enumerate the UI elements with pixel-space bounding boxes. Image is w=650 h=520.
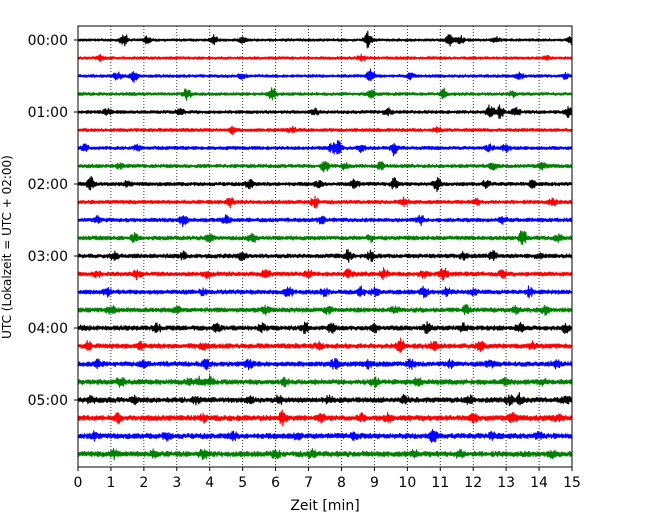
trace-0245	[77, 230, 573, 245]
x-tick-label: 0	[74, 475, 83, 491]
y-axis: 00:00 01:00 02:00 03:00 04:00 05:00	[28, 33, 78, 409]
x-tick-label: 13	[497, 475, 515, 491]
x-tick-label: 12	[464, 475, 482, 491]
x-tick-label: 1	[106, 475, 115, 491]
trace-0445	[77, 375, 573, 389]
trace-0130	[77, 140, 573, 157]
x-tick-label: 4	[205, 475, 214, 491]
trace-0315	[77, 267, 573, 281]
trace-0015	[77, 53, 573, 62]
trace-0330	[77, 285, 573, 299]
y-tick-label: 05:00	[28, 393, 68, 409]
trace-layer	[77, 30, 573, 461]
trace-0430	[77, 357, 573, 371]
y-tick-label: 01:00	[28, 105, 68, 121]
y-axis-title: UTC (Lokalzeit = UTC + 02:00)	[0, 155, 14, 339]
trace-0030	[77, 68, 573, 83]
trace-0045	[77, 87, 573, 101]
x-tick-label: 6	[271, 475, 280, 491]
y-tick-label: 04:00	[28, 321, 68, 337]
x-tick-label: 7	[304, 475, 313, 491]
trace-0115	[77, 125, 573, 136]
trace-0515	[77, 409, 573, 427]
x-axis: 0 1 2 3 4 5 6 7 8 9 10 11 12 13 14 15	[74, 467, 581, 491]
trace-0300	[77, 249, 573, 263]
trace-0530	[77, 428, 573, 444]
x-tick-label: 14	[530, 475, 548, 491]
trace-0415	[77, 337, 573, 354]
trace-0145	[77, 160, 573, 173]
x-tick-label: 11	[431, 475, 449, 491]
x-tick-label: 2	[139, 475, 148, 491]
plot-frame	[77, 25, 573, 468]
x-axis-title: Zeit [min]	[290, 498, 359, 514]
x-tick-label: 5	[238, 475, 247, 491]
trace-0200	[77, 175, 573, 193]
trace-0500	[77, 392, 573, 407]
y-tick-label: 00:00	[28, 33, 68, 49]
y-tick-label: 03:00	[28, 249, 68, 265]
trace-0230	[77, 214, 573, 228]
trace-0545	[77, 447, 573, 461]
x-tick-label: 10	[398, 475, 416, 491]
x-tick-label: 3	[172, 475, 181, 491]
x-tick-label: 8	[337, 475, 346, 491]
trace-0215	[77, 195, 573, 209]
x-tick-label: 15	[563, 475, 581, 491]
trace-0400	[77, 321, 573, 335]
y-tick-label: 02:00	[28, 177, 68, 193]
trace-0000	[77, 30, 573, 49]
trace-0345	[77, 304, 573, 316]
trace-0100	[77, 104, 573, 119]
x-tick-label: 9	[370, 475, 379, 491]
